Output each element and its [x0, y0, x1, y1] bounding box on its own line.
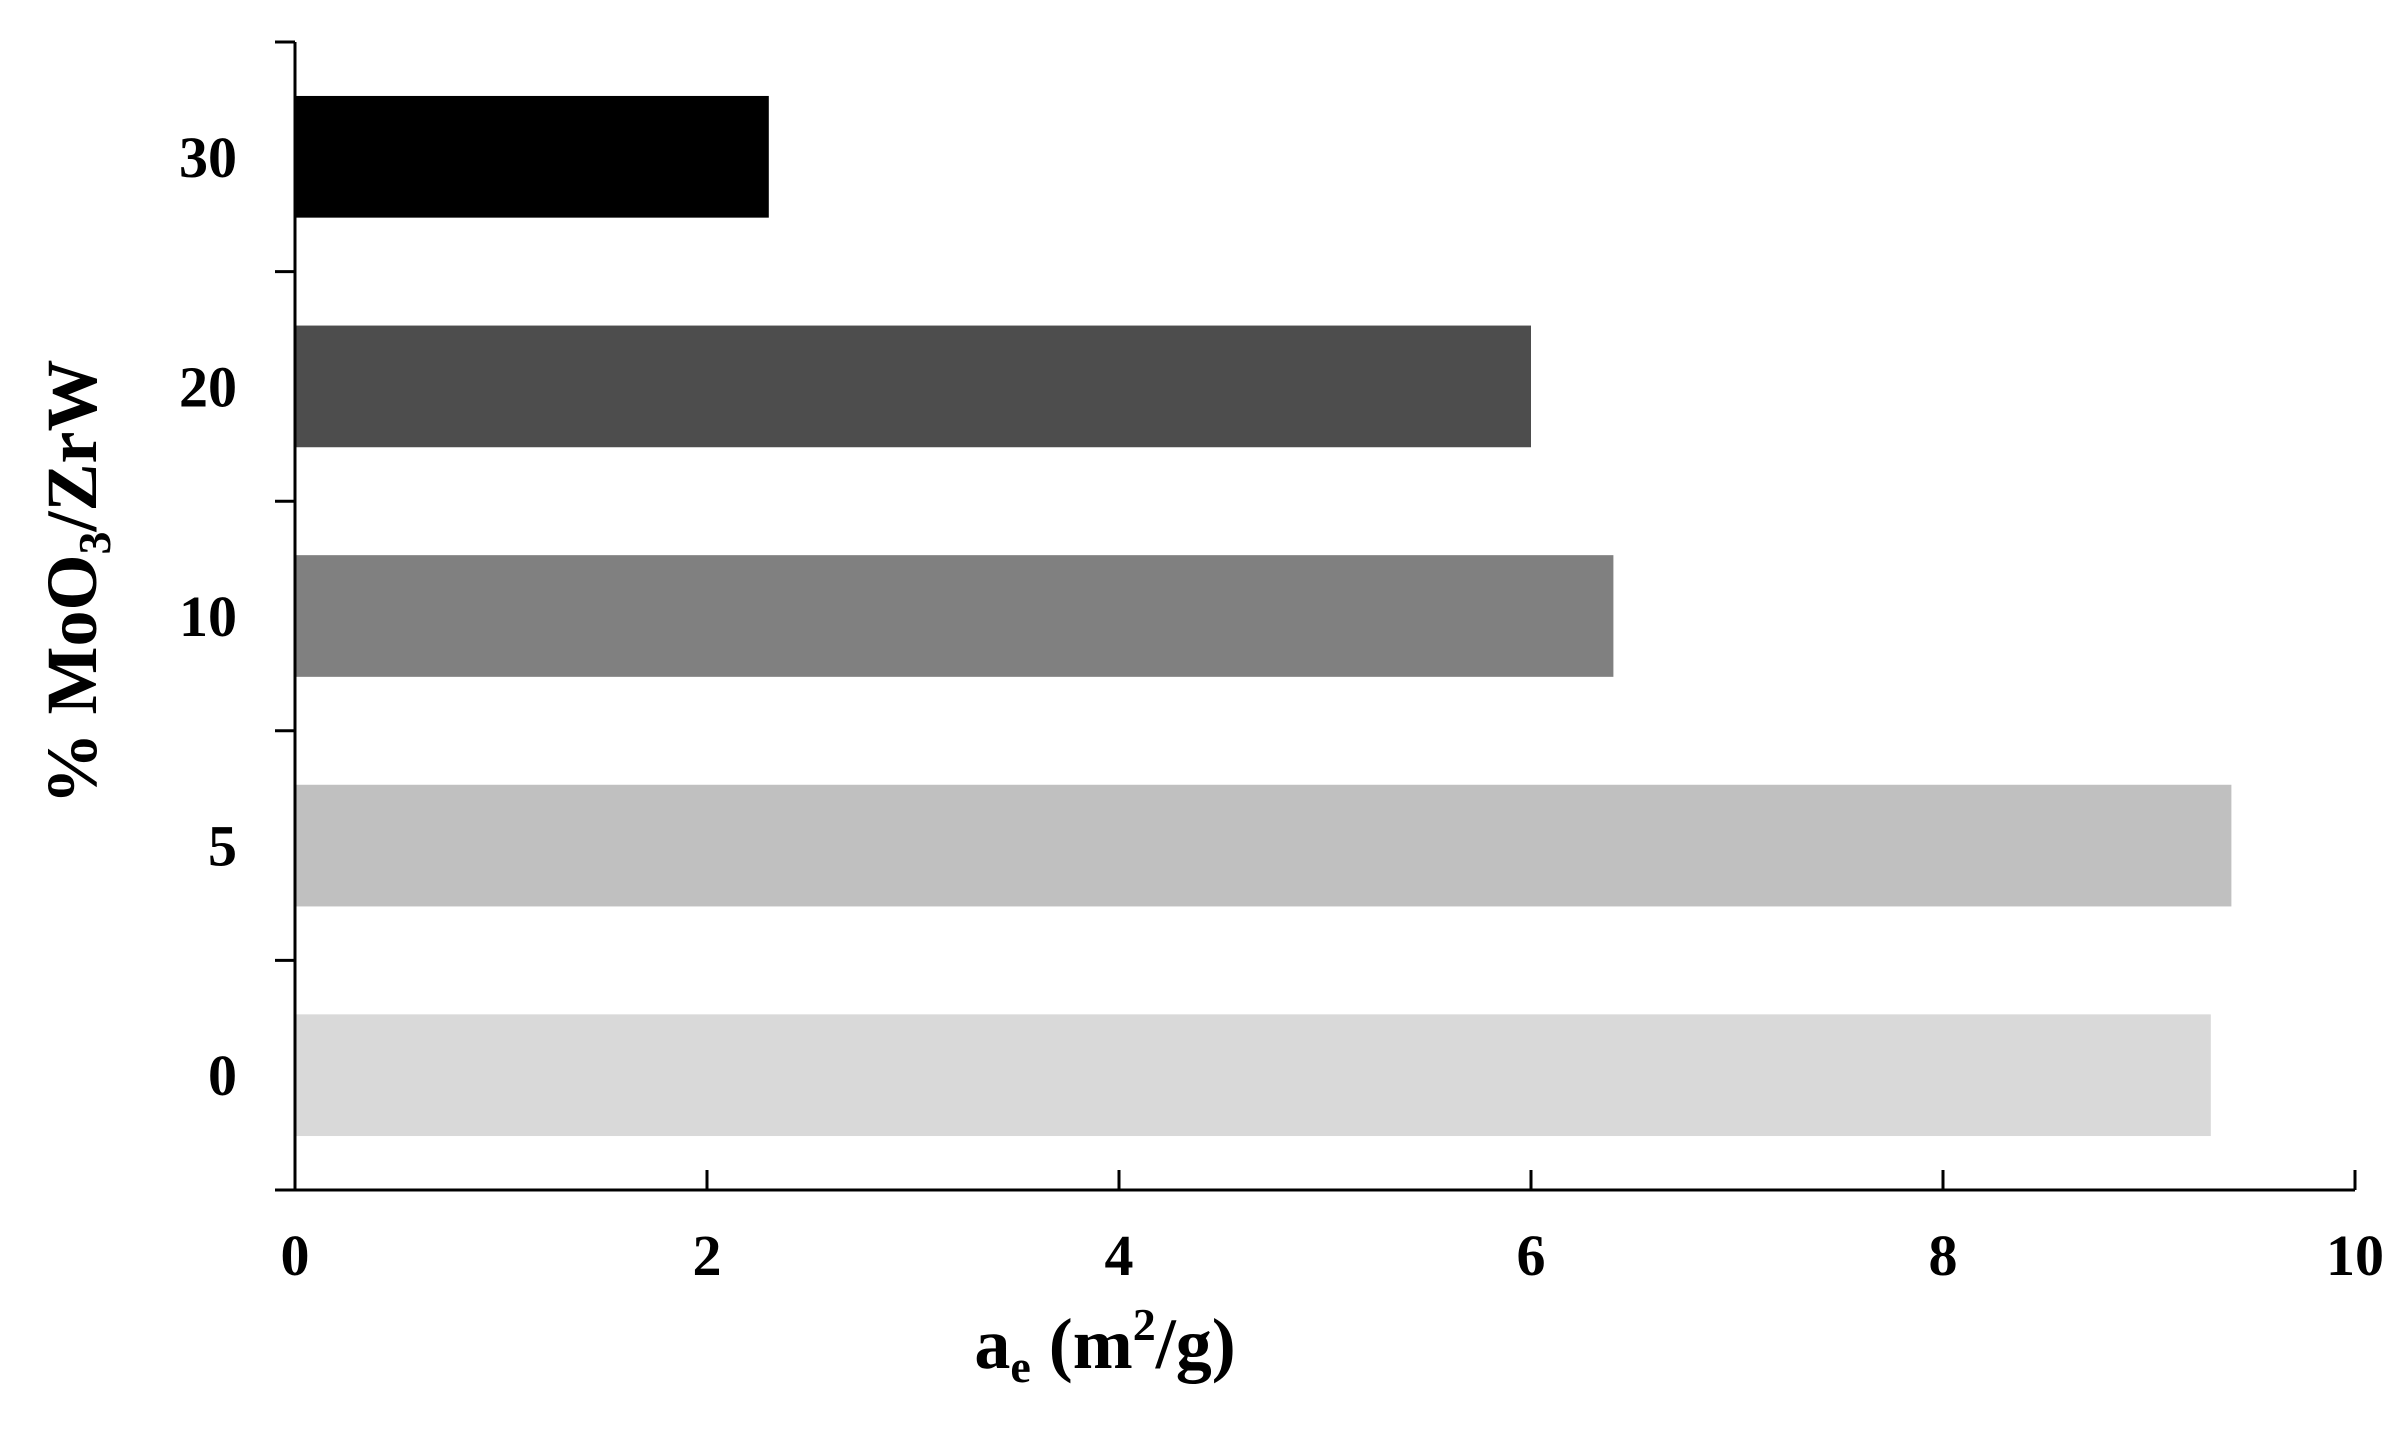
y-tick-label-5: 5 [208, 814, 237, 879]
x-tick-label-10: 10 [2326, 1223, 2384, 1288]
bar-20 [295, 325, 1531, 448]
bar-5 [295, 784, 2232, 907]
bar-0 [295, 1014, 2211, 1137]
y-tick-label-10: 10 [179, 584, 237, 649]
x-axis-title: ae (m2/g) [974, 1299, 1235, 1392]
y-tick-label-20: 20 [179, 354, 237, 419]
bar-10 [295, 555, 1614, 677]
y-axis-title: % MoO3/ZrW [32, 360, 120, 805]
x-tick-label-8: 8 [1929, 1223, 1958, 1288]
y-tick-label-30: 30 [179, 125, 237, 190]
x-tick-label-2: 2 [693, 1223, 722, 1288]
y-tick-label-0: 0 [208, 1043, 237, 1108]
tick-labels-layer: 0 5 10 20 30 0 2 4 6 8 10 [179, 125, 2384, 1288]
bar-30 [295, 95, 769, 218]
x-tick-label-6: 6 [1517, 1223, 1546, 1288]
bars-layer [295, 95, 2232, 1137]
x-tick-label-0: 0 [281, 1223, 310, 1288]
x-tick-label-4: 4 [1105, 1223, 1134, 1288]
axes-layer [275, 40, 2357, 1192]
